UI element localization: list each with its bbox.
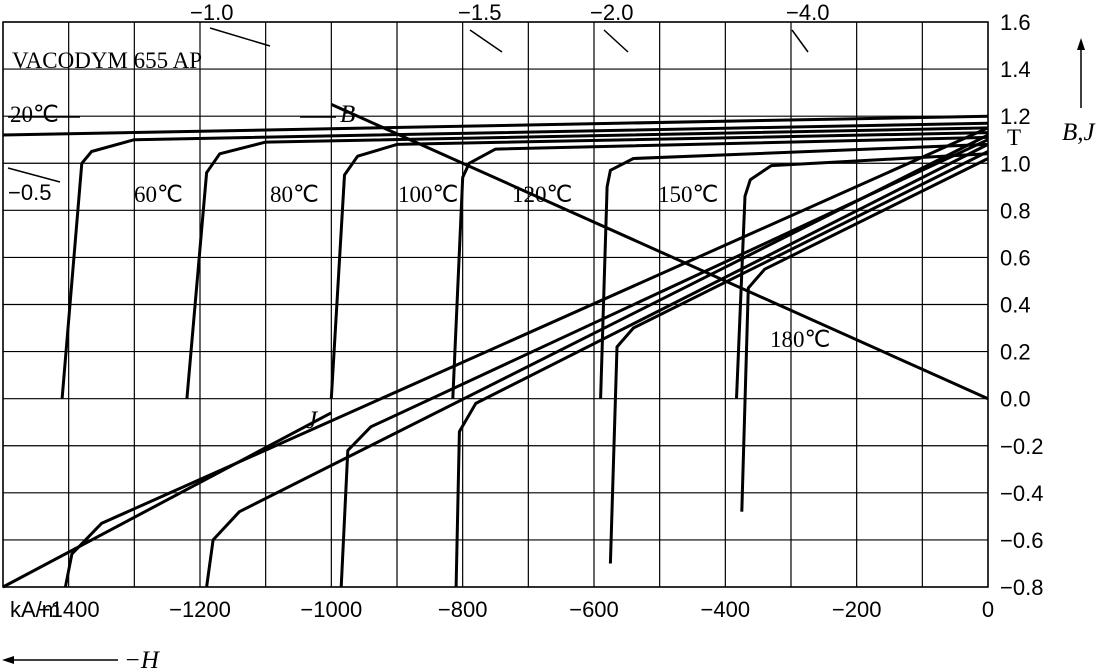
b-curve-20℃ (2, 411, 333, 589)
chart-title: VACODYM 655 AP (12, 48, 202, 73)
b-curve-80℃ (205, 133, 989, 588)
plot-frame (2, 21, 989, 588)
b-curve-180℃ (740, 157, 989, 512)
x-tick-label: −1200 (169, 597, 231, 622)
y-tick-label: −0.4 (1000, 481, 1043, 506)
label-80c: 80℃ (270, 182, 319, 207)
permeance-label-0.5: −0.5 (8, 180, 51, 205)
permeance-line-marker (469, 29, 503, 53)
b-curve-120℃ (454, 143, 989, 588)
curves (2, 103, 989, 589)
x-tick-label: −1400 (38, 597, 100, 622)
y-tick-label: −0.2 (1000, 434, 1043, 459)
b-curve-100℃ (339, 138, 989, 588)
x-axis-label: −H (124, 647, 161, 672)
y-tick-labels: 1.6 1.4 1.2 1.0 0.8 0.6 0.4 0.2 0.0 −0.2 −0.4 −0.6 −… (1000, 10, 1043, 600)
y-tick-label: 0.8 (1000, 198, 1031, 223)
label-150c: 150℃ (658, 182, 718, 207)
label-180c: 180℃ (770, 327, 830, 352)
x-tick-label: −200 (832, 597, 882, 622)
j-curve-150℃ (599, 142, 989, 399)
permeance-label-1.0: −1.0 (190, 0, 233, 25)
label-100c: 100℃ (398, 182, 458, 207)
temperature-labels: 20℃ 60℃ 80℃ 100℃ 120℃ 150℃ 180℃ (10, 102, 830, 352)
j-curve-20℃ (2, 114, 989, 137)
b-curve-60℃ (63, 126, 989, 588)
y-tick-label: −0.6 (1000, 528, 1043, 553)
y-tick-label: 0.4 (1000, 293, 1031, 318)
grid (2, 21, 989, 588)
permeance-line-marker (7, 167, 61, 183)
y-tick-label: 1.2 (1000, 104, 1031, 129)
permeance-label-4.0: −4.0 (786, 0, 829, 25)
x-tick-labels: −1400 −1200 −1000 −800 −600 −400 −200 0 (38, 597, 994, 622)
j-curve-120℃ (451, 135, 989, 399)
permeance-line-marker (603, 29, 629, 53)
x-tick-label: −800 (438, 597, 488, 622)
x-unit-label: kA/m (10, 597, 60, 622)
x-tick-label: −600 (569, 597, 619, 622)
label-60c: 60℃ (134, 182, 183, 207)
j-curve-60℃ (60, 121, 989, 399)
j-curve-100℃ (329, 131, 989, 399)
y-tick-label: −0.8 (1000, 575, 1043, 600)
x-tick-label: −1000 (300, 597, 362, 622)
y-axis-arrow (1077, 38, 1085, 108)
j-curve-label: J (306, 407, 319, 434)
label-120c: 120℃ (512, 182, 572, 207)
permeance-label-1.5: −1.5 (458, 0, 501, 25)
y-tick-label: 0.0 (1000, 387, 1031, 412)
permeance-line-marker (791, 29, 809, 53)
j-curve-180℃ (735, 152, 989, 399)
j-curve-80℃ (185, 126, 989, 399)
b-curve-150℃ (608, 150, 989, 564)
permeance-line-marker (209, 27, 271, 47)
y-tick-label: 1.4 (1000, 57, 1031, 82)
b-curve (330, 103, 989, 401)
permeance-label-2.0: −2.0 (590, 0, 633, 25)
y-tick-label: 0.6 (1000, 245, 1031, 270)
label-20c: 20℃ (10, 102, 59, 127)
x-tick-label: −400 (701, 597, 751, 622)
y-tick-label: 0.2 (1000, 340, 1031, 365)
x-axis-arrow (2, 656, 118, 664)
y-unit-label: T (1007, 125, 1021, 150)
y-tick-label: 1.6 (1000, 10, 1031, 35)
y-tick-label: 1.0 (1000, 151, 1031, 176)
permeance-labels: −0.5 −1.0 −1.5 −2.0 −4.0 (8, 0, 829, 205)
x-tick-label: 0 (982, 597, 994, 622)
permeance-lines (7, 27, 809, 183)
y-axis-label: B,J (1062, 119, 1097, 146)
b-curve-label: B (340, 101, 355, 128)
